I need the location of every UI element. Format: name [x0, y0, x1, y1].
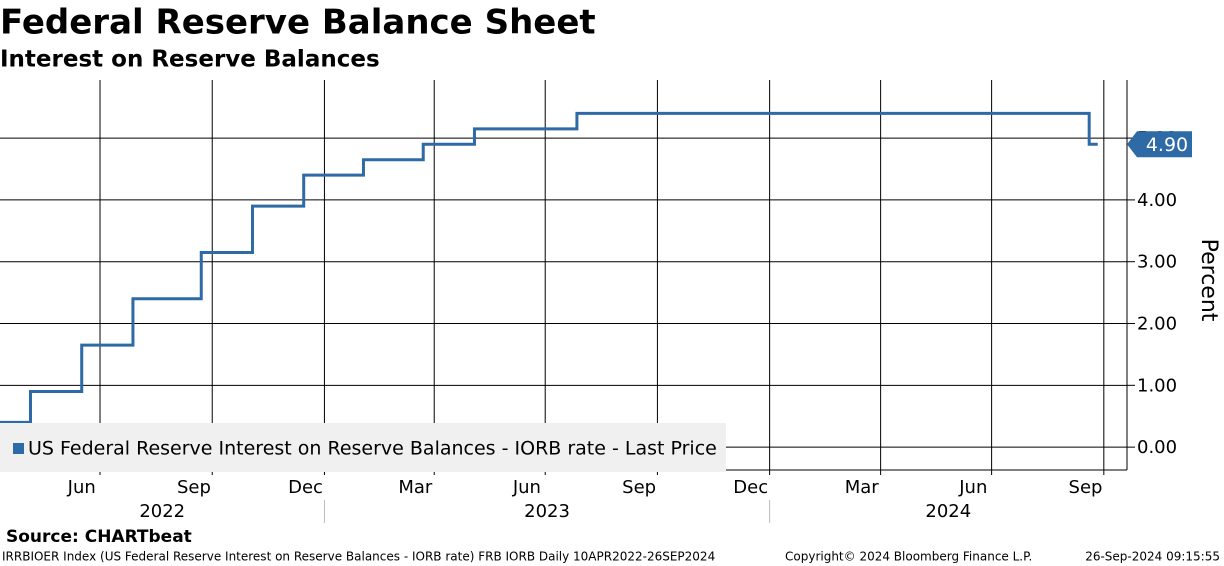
year-label: 2022 [139, 501, 185, 522]
y-tick-label: 3.00 [1137, 252, 1177, 273]
y-tick-label: 1.00 [1137, 375, 1177, 396]
x-tick-label: Jun [512, 477, 541, 498]
legend-box [0, 423, 726, 472]
x-tick-label: Sep [177, 477, 211, 498]
footer: Copyright© 2024 Bloomberg Finance L.P. [785, 550, 1032, 564]
legend-swatch [13, 443, 24, 454]
chart-title: Federal Reserve Balance Sheet [0, 3, 596, 43]
x-tick-label: Dec [733, 477, 768, 498]
chart-subtitle: Interest on Reserve Balances [0, 47, 380, 73]
legend-label: US Federal Reserve Interest on Reserve B… [28, 438, 717, 460]
last-price-tag [1127, 131, 1192, 158]
y-axis-label: Percent [1196, 239, 1221, 322]
year-label: 2023 [524, 501, 570, 522]
y-tick-label: 2.00 [1137, 314, 1177, 335]
year-label: 2024 [925, 501, 971, 522]
x-tick-label: Mar [398, 477, 433, 498]
line-series [0, 111, 1098, 424]
x-tick-label: Mar [845, 477, 880, 498]
x-tick-label: Sep [1069, 477, 1103, 498]
x-tick-label: Sep [622, 477, 656, 498]
y-tick-label: 4.00 [1137, 190, 1177, 211]
x-tick-label: Dec [288, 477, 323, 498]
source: Source: CHARTbeat [6, 527, 192, 547]
last-price-label: 4.90 [1146, 134, 1188, 156]
y-tick-label: 0.00 [1137, 437, 1177, 458]
x-tick-label: Jun [67, 477, 96, 498]
footer: IRRBIOER Index (US Federal Reserve Inter… [2, 550, 715, 564]
footer: 26-Sep-2024 09:15:55 [1085, 550, 1220, 564]
x-tick-label: Jun [958, 477, 987, 498]
